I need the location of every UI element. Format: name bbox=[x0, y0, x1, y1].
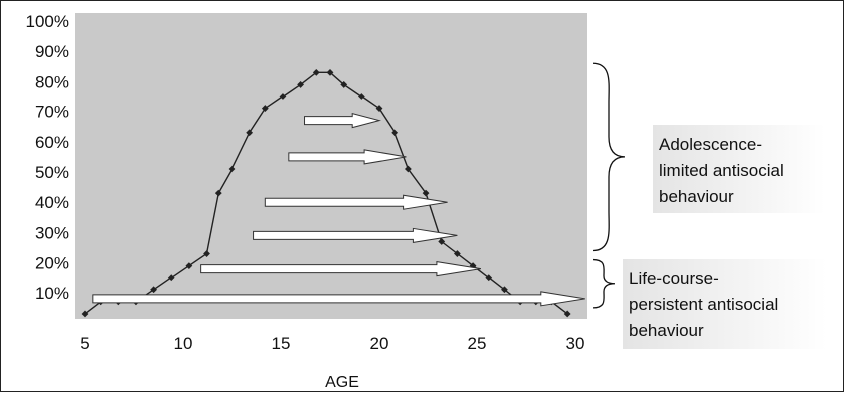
data-point bbox=[150, 286, 157, 294]
brace bbox=[592, 62, 626, 252]
data-point bbox=[167, 274, 175, 282]
callout-label: behaviour bbox=[659, 187, 734, 206]
x-tick-label: 10 bbox=[174, 334, 193, 353]
x-tick-label: 30 bbox=[566, 334, 585, 353]
callout-box bbox=[653, 125, 825, 213]
x-axis-title: AGE bbox=[325, 374, 359, 391]
data-point bbox=[261, 105, 269, 112]
callout-label: limited antisocial bbox=[659, 161, 784, 180]
callout-label: Life-course- bbox=[629, 269, 719, 288]
y-tick-label: 10% bbox=[35, 284, 69, 303]
data-point bbox=[501, 286, 508, 294]
data-point bbox=[563, 310, 571, 318]
y-tick-label: 20% bbox=[35, 254, 69, 273]
x-tick-label: 5 bbox=[80, 334, 89, 353]
data-point bbox=[246, 129, 254, 137]
data-point bbox=[185, 262, 193, 270]
x-tick-label: 25 bbox=[468, 334, 487, 353]
data-point bbox=[357, 93, 365, 100]
data-point bbox=[326, 68, 334, 76]
data-point bbox=[405, 165, 412, 173]
age-arrow bbox=[264, 194, 448, 210]
data-point bbox=[81, 310, 89, 318]
x-tick-label: 20 bbox=[370, 334, 389, 353]
y-tick-label: 30% bbox=[35, 223, 69, 242]
data-point bbox=[438, 238, 446, 245]
data-point bbox=[454, 250, 461, 257]
y-tick-label: 90% bbox=[35, 42, 69, 61]
arrow-layer bbox=[92, 113, 585, 307]
data-point bbox=[214, 189, 222, 197]
data-point bbox=[279, 93, 287, 100]
data-point bbox=[485, 274, 493, 282]
y-tick-label: 80% bbox=[35, 72, 69, 91]
data-point bbox=[340, 81, 348, 88]
callout-box bbox=[623, 259, 827, 349]
data-point bbox=[203, 250, 210, 257]
callout-label: Adolescence- bbox=[659, 135, 762, 154]
y-axis-ticks: 10% 20% 30% 40% 50% 60% 70% 80% 90% 100% bbox=[26, 12, 69, 303]
annotation-layer: Adolescence-limited antisocial behaviour L… bbox=[592, 62, 827, 349]
x-axis-ticks: 5 10 15 20 25 30 bbox=[80, 334, 584, 353]
callout-label: persistent antisocial bbox=[629, 295, 778, 314]
data-point bbox=[228, 165, 236, 173]
data-point bbox=[297, 81, 304, 88]
age-arrow bbox=[304, 113, 381, 129]
brace bbox=[592, 258, 616, 309]
data-point bbox=[312, 68, 320, 76]
callout-label: behaviour bbox=[629, 321, 704, 340]
data-point bbox=[391, 129, 399, 137]
data-point bbox=[375, 105, 383, 112]
age-arrow bbox=[288, 149, 407, 165]
age-arrow bbox=[92, 291, 585, 307]
age-arrow bbox=[253, 227, 458, 244]
x-tick-label: 15 bbox=[272, 334, 291, 353]
y-tick-label: 60% bbox=[35, 133, 69, 152]
data-point bbox=[422, 189, 430, 197]
y-tick-label: 50% bbox=[35, 163, 69, 182]
y-tick-label: 100% bbox=[26, 12, 69, 31]
age-arrow bbox=[200, 261, 481, 277]
y-tick-label: 40% bbox=[35, 193, 69, 212]
y-tick-label: 70% bbox=[35, 103, 69, 122]
